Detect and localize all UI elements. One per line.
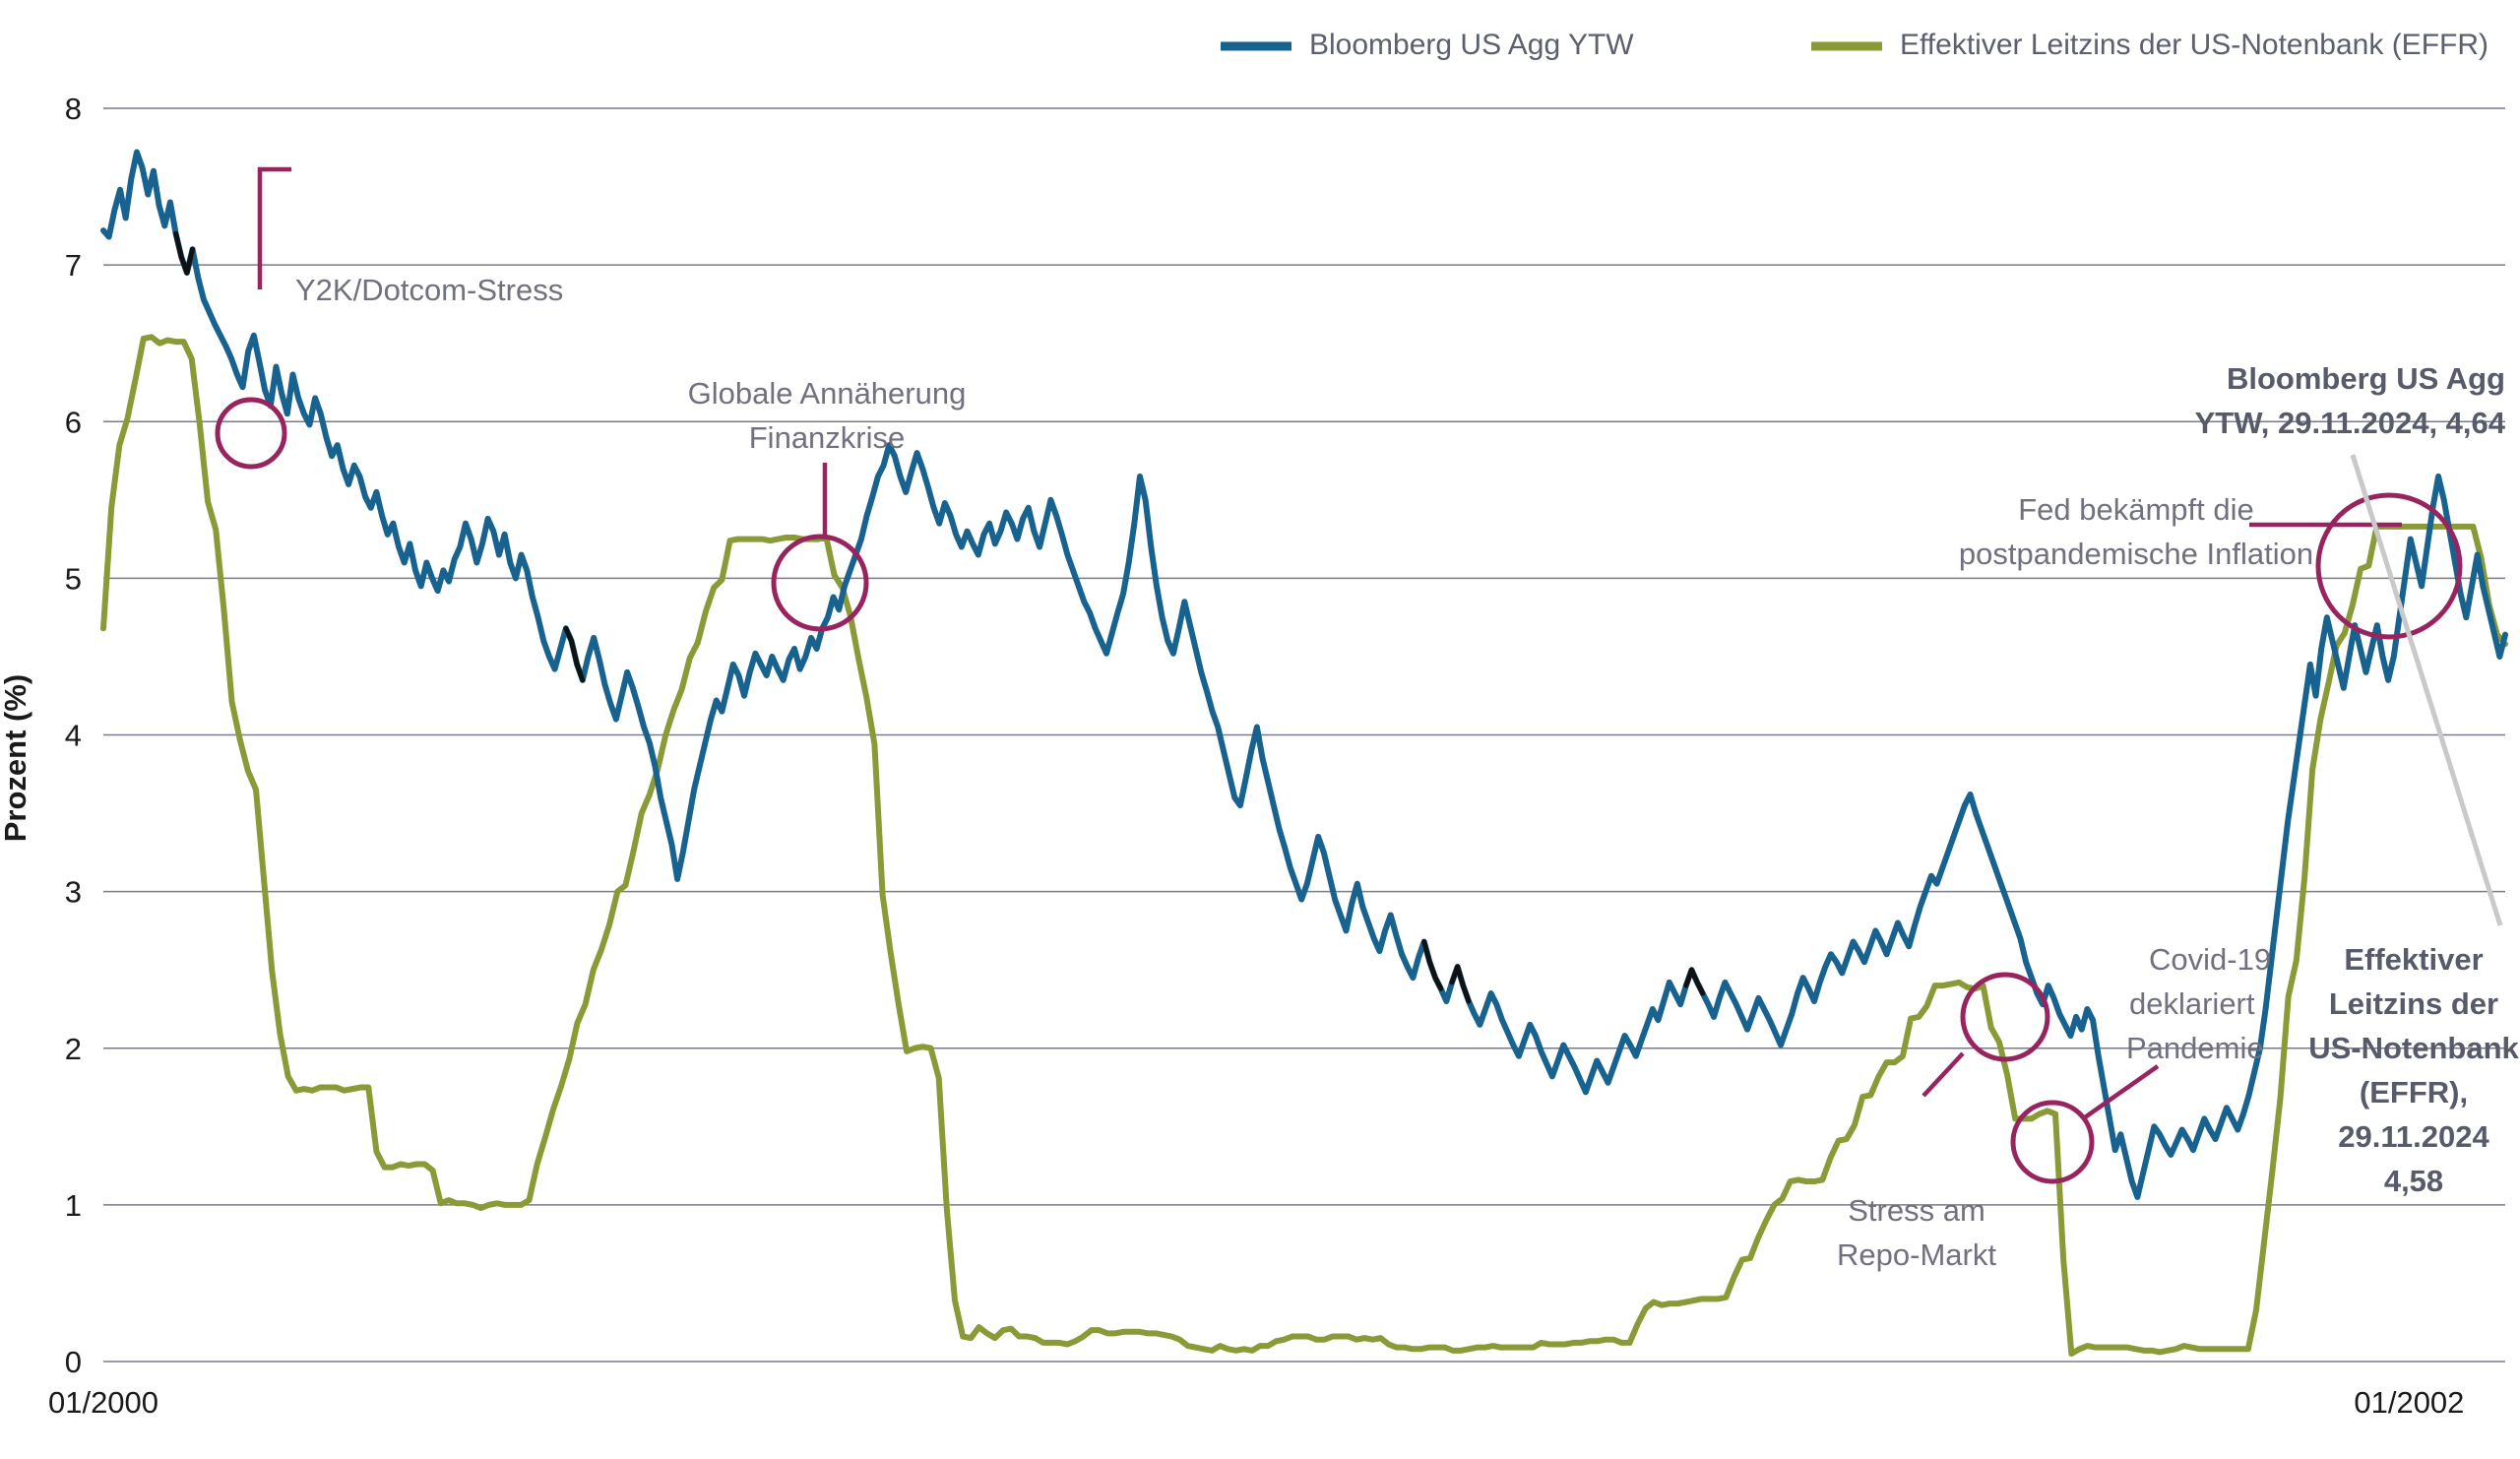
leader-lines	[257, 166, 2503, 1119]
annotation-gfc: Globale Annäherung Finanzkrise	[688, 376, 967, 455]
annotation-agg-callout: Bloomberg US Agg YTW, 29.11.2024, 4,64	[2195, 361, 2506, 440]
y-tick-label: 8	[65, 92, 82, 126]
event-highlight-segment	[1421, 939, 1444, 991]
event-circle	[2010, 1100, 2095, 1184]
annotation-covid-line1: Covid-19	[2149, 942, 2271, 977]
annotation-effr-callout: Effektiver Leitzins der US-Notenbank (EF…	[2308, 942, 2519, 1198]
event-circle	[215, 397, 287, 470]
y-axis-ticks: 0 1 2 3 4 5 6 7 8	[65, 92, 82, 1379]
annotation-gfc-line2: Finanzkrise	[749, 420, 906, 455]
chart-legend: Bloomberg US Agg YTW Effektiver Leitzins…	[1221, 29, 2488, 61]
y-tick-label: 6	[65, 405, 82, 439]
event-highlight-segment	[1683, 967, 1706, 996]
annotation-effr-line6: 4,58	[2384, 1164, 2443, 1198]
annotation-effr-line1: Effektiver	[2344, 942, 2483, 977]
leader-y2k	[257, 166, 291, 289]
event-circle	[1960, 972, 2050, 1062]
annotation-effr-line2: Leitzins der	[2329, 986, 2498, 1021]
annotation-effr-line4: (EFFR),	[2360, 1075, 2468, 1110]
x-tick-label: 01/2002	[2354, 1385, 2464, 1420]
annotation-repo-line2: Repo-Markt	[1837, 1237, 1996, 1272]
y-tick-label: 0	[65, 1345, 82, 1379]
annotation-covid-line2: deklariert	[2129, 986, 2255, 1021]
annotation-fed-line2: postpandemische Inflation	[1959, 537, 2313, 571]
annotation-y2k: Y2K/Dotcom-Stress	[295, 273, 563, 307]
leader-covid	[2083, 1064, 2160, 1119]
annotation-effr-line3: US-Notenbank	[2308, 1031, 2519, 1065]
annotation-effr-line5: 29.11.2024	[2338, 1119, 2489, 1154]
series-line-effr	[100, 334, 2508, 1358]
event-circles	[215, 397, 2463, 1184]
y-tick-label: 2	[65, 1032, 82, 1066]
y-tick-label: 1	[65, 1188, 82, 1223]
leader-repo	[1922, 1051, 1965, 1098]
event-highlight-segment	[173, 230, 196, 276]
x-axis-ticks: 01/200001/200201/200401/200601/200801/20…	[48, 1385, 2464, 1420]
annotation-agg-line2: YTW, 29.11.2024, 4,64	[2195, 406, 2506, 440]
y-axis-title: Prozent (%)	[0, 674, 32, 843]
annotation-covid-line3: Pandemie	[2126, 1031, 2264, 1065]
annotation-repo: Stress am Repo-Markt	[1837, 1193, 1996, 1272]
legend-label-effr: Effektiver Leitzins der US-Notenbank (EF…	[1900, 29, 2488, 61]
annotation-y2k-line1: Y2K/Dotcom-Stress	[295, 273, 563, 307]
event-circle	[771, 534, 869, 632]
annotation-repo-line1: Stress am	[1848, 1193, 1985, 1228]
annotation-fed: Fed bekämpft die postpandemische Inflati…	[1959, 492, 2313, 571]
annotation-gfc-line1: Globale Annäherung	[688, 376, 967, 411]
annotation-covid: Covid-19 deklariert Pandemie	[2126, 942, 2271, 1065]
annotation-fed-line1: Fed bekämpft die	[2018, 492, 2254, 527]
event-circle	[2315, 492, 2463, 640]
event-highlight-segment	[563, 625, 586, 683]
y-tick-label: 3	[65, 875, 82, 910]
event-marker-segments	[173, 230, 1706, 1004]
y-tick-label: 4	[65, 719, 82, 753]
annotation-agg-line1: Bloomberg US Agg	[2227, 361, 2505, 396]
leader-agg-callout	[2350, 454, 2503, 926]
y-tick-label: 5	[65, 561, 82, 596]
legend-label-bloomberg: Bloomberg US Agg YTW	[1309, 29, 1634, 61]
x-tick-label: 01/2000	[48, 1385, 158, 1420]
event-highlight-segment	[1449, 964, 1472, 1004]
y-tick-label: 7	[65, 248, 82, 283]
series-line-bloomberg	[100, 149, 2508, 1200]
